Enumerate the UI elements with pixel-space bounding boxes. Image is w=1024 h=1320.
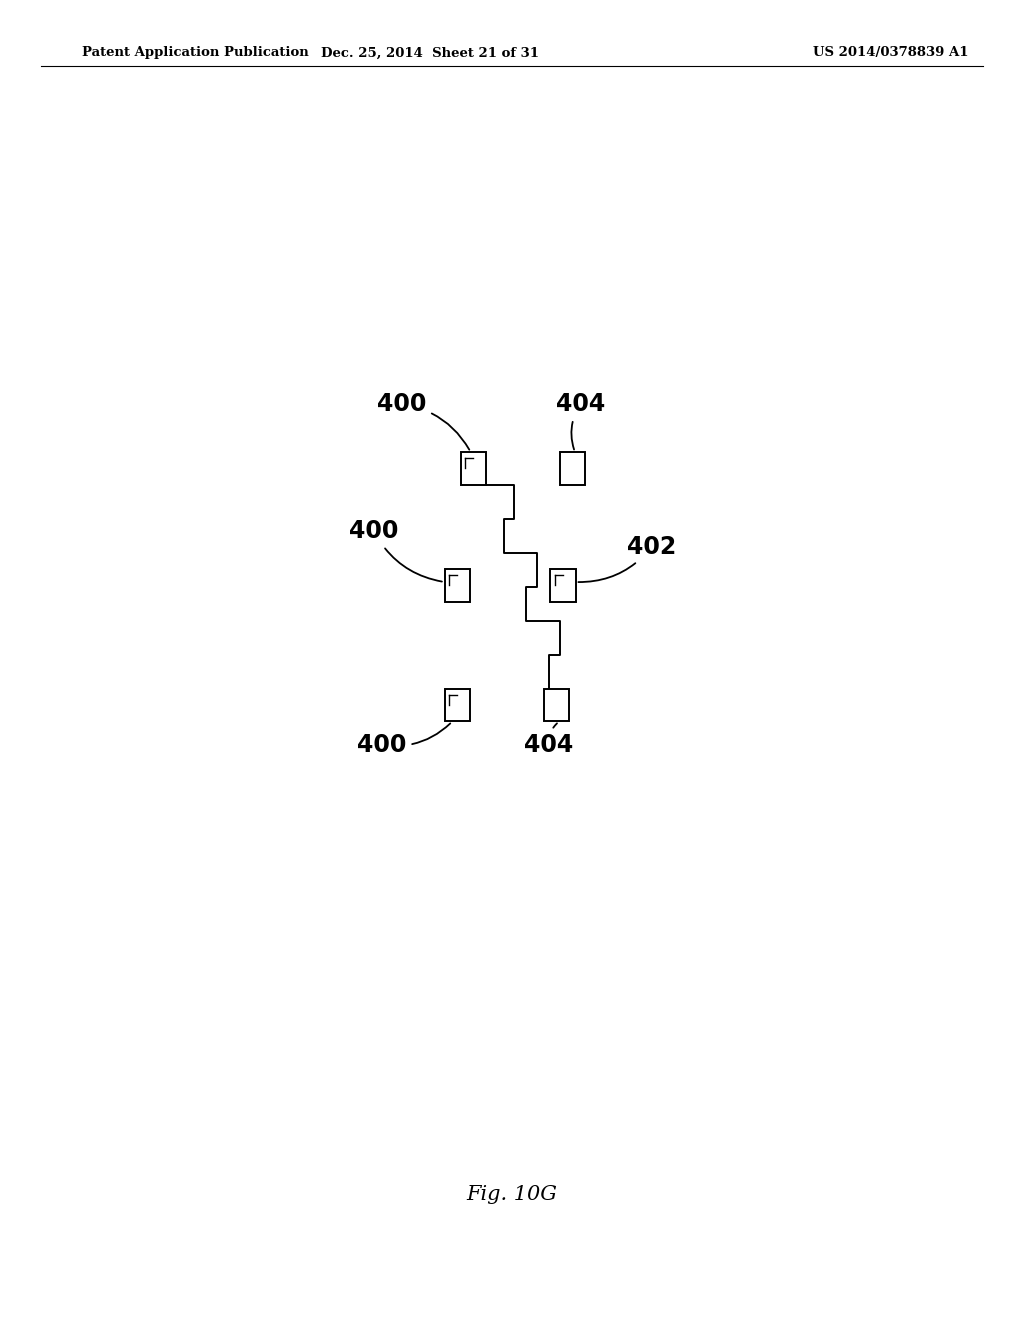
Text: Patent Application Publication: Patent Application Publication xyxy=(82,46,308,59)
Text: Dec. 25, 2014  Sheet 21 of 31: Dec. 25, 2014 Sheet 21 of 31 xyxy=(322,46,539,59)
Text: 404: 404 xyxy=(524,723,573,756)
Text: 402: 402 xyxy=(579,535,677,582)
Text: Fig. 10G: Fig. 10G xyxy=(467,1185,557,1204)
Text: US 2014/0378839 A1: US 2014/0378839 A1 xyxy=(813,46,969,59)
Bar xyxy=(444,689,470,722)
Text: 400: 400 xyxy=(377,392,469,450)
Bar xyxy=(560,453,585,484)
Bar xyxy=(461,453,486,484)
Text: 400: 400 xyxy=(349,519,442,582)
Text: 400: 400 xyxy=(357,723,451,756)
Bar xyxy=(544,689,569,722)
Text: 404: 404 xyxy=(556,392,605,450)
Bar xyxy=(550,569,575,602)
Bar xyxy=(444,569,470,602)
